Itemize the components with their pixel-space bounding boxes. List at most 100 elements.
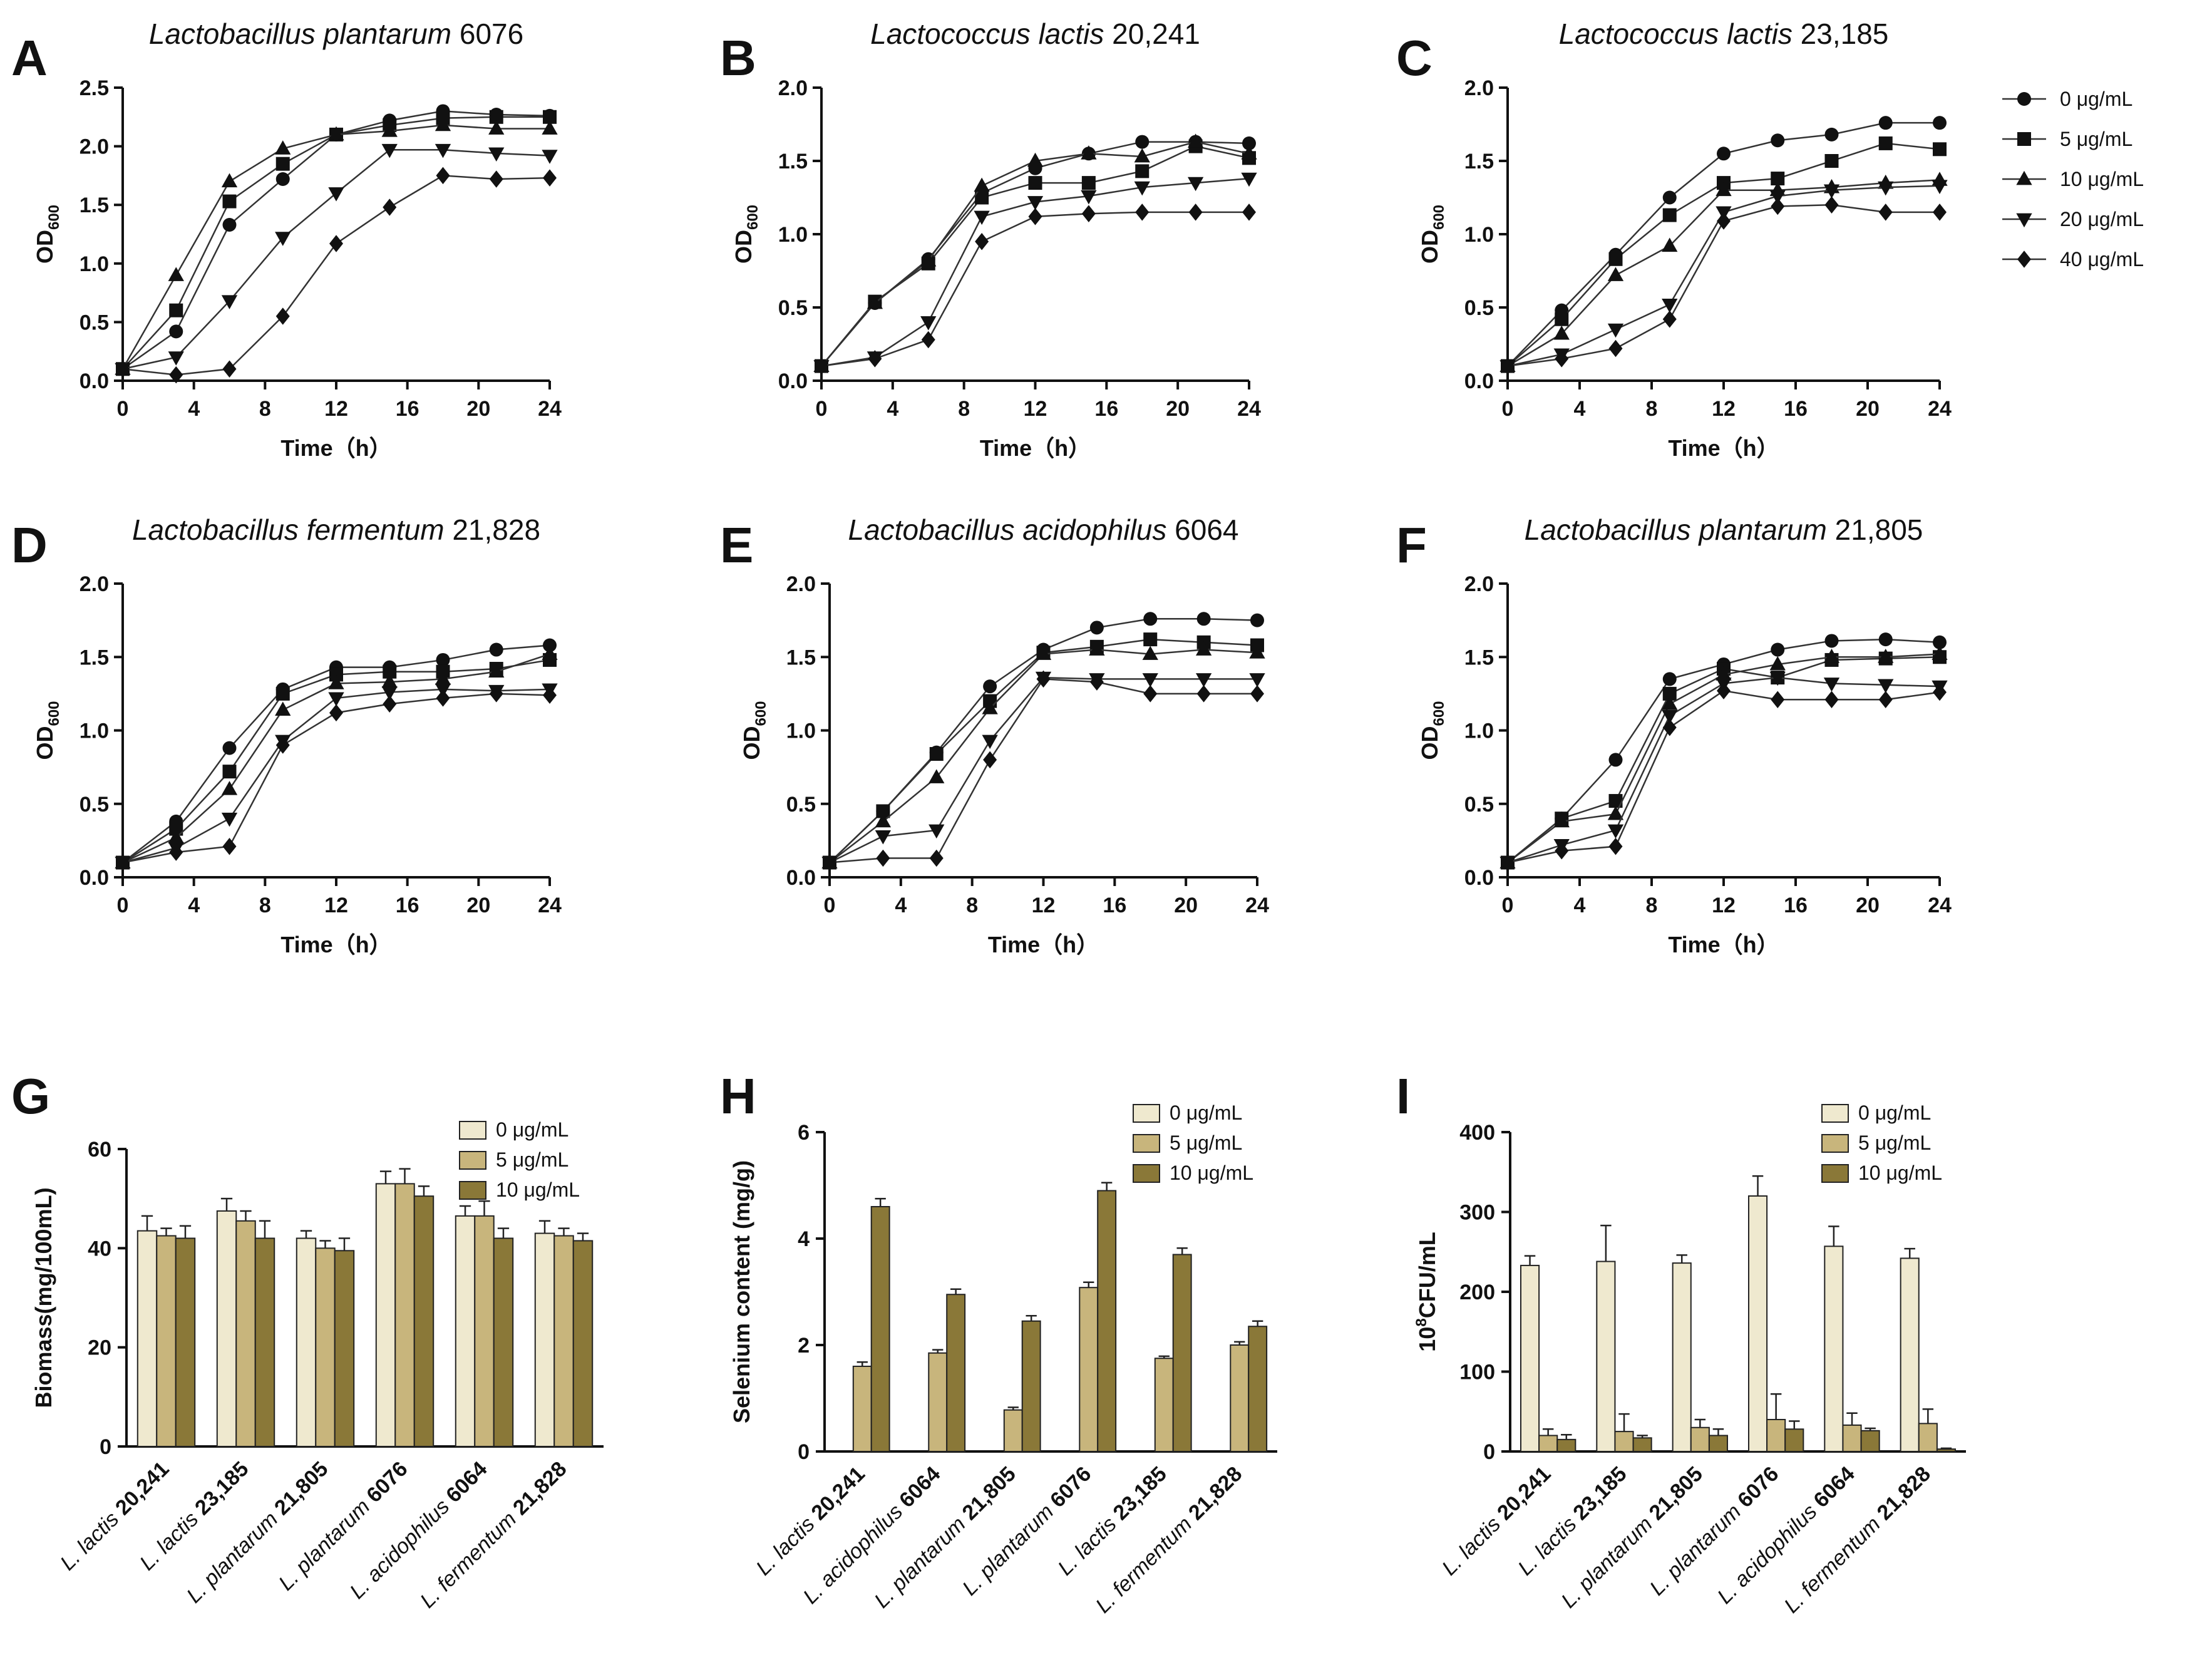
category-strain: 6076 (358, 1457, 412, 1512)
y-axis-label-sub: 600 (744, 205, 761, 230)
data-point (275, 172, 290, 187)
chart-title: Lactococcus lactis 20,241 (870, 18, 1200, 50)
chart-title: Lactobacillus acidophilus 6064 (848, 513, 1239, 546)
bar (1003, 1409, 1023, 1452)
y-axis-label: OD600 (1417, 701, 1448, 760)
line-chart-b: B Lactococcus lactis 20,241 0.0 0.5 1.0 1.5 2.… (720, 18, 1261, 461)
y-tick-label: 1.5 (778, 150, 808, 173)
y-axis-label-main: OD (739, 726, 764, 760)
data-point (1769, 656, 1786, 671)
data-point (1662, 696, 1678, 710)
data-point (1143, 612, 1158, 626)
data-point (1662, 310, 1677, 328)
data-point (1187, 177, 1204, 192)
y-axis-label-sub: 600 (1431, 701, 1448, 726)
data-point (328, 675, 344, 689)
data-point (1143, 685, 1158, 703)
series-10ugml (1500, 646, 1948, 869)
x-tick-label: 0 (1502, 397, 1514, 421)
data-point (982, 700, 998, 714)
title-species: Lactococcus lactis (1559, 18, 1793, 50)
bar-chart-h: H 0 2 4 6 Selenium content (mg/g) L. lactis 20… (720, 1068, 1277, 1618)
data-point (1241, 145, 1257, 160)
data-point (1027, 152, 1044, 167)
x-tick-label: 4 (188, 397, 200, 421)
bar (1900, 1257, 1920, 1452)
series-40ugml (116, 167, 557, 384)
data-point (1081, 145, 1097, 160)
data-point (543, 169, 557, 187)
data-point (815, 357, 828, 375)
data-point (168, 267, 184, 281)
legend-marker (2016, 213, 2032, 228)
bar (375, 1183, 396, 1447)
data-point (1771, 133, 1785, 148)
y-axis-label: OD600 (32, 701, 63, 760)
data-point (381, 123, 398, 137)
bar (1632, 1437, 1652, 1452)
bar (1784, 1428, 1804, 1453)
bar (1766, 1419, 1786, 1452)
series-line (821, 211, 1249, 367)
data-point (436, 167, 450, 185)
y-axis-label-main: OD (1417, 230, 1443, 264)
data-point (222, 194, 237, 209)
data-point (1717, 682, 1731, 699)
y-tick-label: 0.0 (786, 866, 816, 890)
x-tick-label: 20 (1856, 894, 1880, 917)
data-point (1081, 205, 1096, 222)
data-point (1135, 164, 1150, 178)
category-strain: 20,241 (106, 1457, 173, 1524)
data-point (542, 120, 558, 135)
legend-label: 5 μg/mL (1170, 1131, 1242, 1154)
legend-swatch (459, 1151, 486, 1170)
series-40ugml (1501, 196, 1947, 375)
data-point (983, 751, 997, 769)
y-tick-label: 2.5 (80, 76, 109, 100)
data-point (876, 804, 890, 818)
data-point (867, 294, 883, 309)
y-tick-label: 2.0 (1464, 76, 1494, 100)
category-strain: 21,805 (265, 1457, 332, 1524)
data-point (1608, 838, 1623, 855)
y-tick-label: 20 (88, 1336, 111, 1360)
title-strain: 21,805 (1827, 513, 1923, 546)
data-point (975, 232, 989, 250)
series-line (821, 141, 1250, 367)
x-tick-label: 16 (1784, 397, 1808, 421)
bar (235, 1220, 256, 1447)
category-strain: 6064 (890, 1462, 945, 1517)
x-tick-label: 24 (1237, 397, 1261, 421)
y-tick-label: 0 (1483, 1440, 1495, 1464)
legend-label: 5 μg/mL (1858, 1131, 1931, 1154)
panel-letter: B (720, 30, 756, 86)
series-40ugml (823, 670, 1264, 872)
data-point (488, 147, 505, 162)
y-axis-label-main: OD (731, 230, 756, 264)
data-point (275, 736, 290, 754)
legend-label: 40 μg/mL (2060, 248, 2144, 271)
data-point (929, 747, 944, 761)
y-tick-label: 0.5 (80, 793, 109, 817)
y-axis-label-sub: 600 (1431, 205, 1448, 230)
data-point (1195, 673, 1212, 688)
data-point (1662, 237, 1678, 252)
bar (1842, 1424, 1862, 1453)
legend-swatch (1821, 1164, 1849, 1183)
x-tick-label: 8 (1646, 397, 1658, 421)
data-point (488, 663, 505, 678)
category-strain: 21,828 (1868, 1462, 1935, 1529)
bar (455, 1215, 476, 1447)
series-line (829, 676, 1257, 863)
y-tick-label: 0.5 (1464, 793, 1494, 817)
y-tick-label: 1.5 (1464, 150, 1494, 173)
data-point (1555, 842, 1569, 860)
x-tick-label: 0 (117, 894, 129, 917)
data-point (436, 689, 450, 707)
y-axis-label: OD600 (731, 205, 761, 264)
legend-swatch (1821, 1134, 1849, 1153)
series-10ugml (813, 133, 1257, 372)
x-tick-label: 20 (466, 397, 490, 421)
data-point (1824, 634, 1839, 648)
